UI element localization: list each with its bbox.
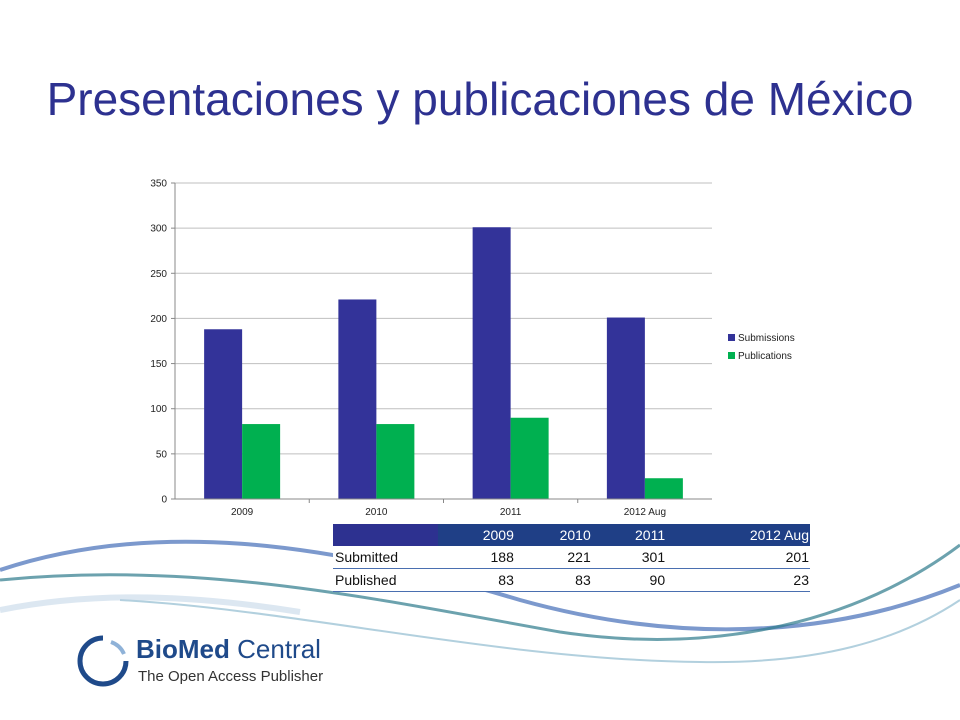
bar-publications-2009: [242, 424, 281, 499]
data-table: 2009 2010 2011 2012 Aug Submitted 188 22…: [333, 524, 810, 592]
legend-label-publications: Publications: [738, 351, 792, 362]
x-tick-label: 2012 Aug: [624, 507, 666, 518]
y-tick-label: 250: [150, 269, 167, 280]
table-cell: 83: [514, 568, 592, 592]
table-row-label: Published: [333, 568, 438, 592]
bar-publications-2010: [376, 424, 415, 499]
table-cell: 301: [591, 546, 667, 569]
table-header-cell: 2012 Aug: [666, 524, 810, 546]
y-tick-label: 100: [150, 404, 167, 415]
chart-bars: [204, 227, 683, 500]
table-row: Published 83 83 90 23: [333, 568, 810, 592]
legend-swatch-publications: [728, 352, 735, 359]
table-header-row: 2009 2010 2011 2012 Aug: [333, 524, 810, 546]
biomed-central-logo: BioMed Central The Open Access Publisher: [76, 632, 346, 692]
table-cell: 83: [438, 568, 515, 592]
table-cell: 188: [438, 546, 515, 569]
table-header-cell: 2010: [514, 524, 592, 546]
logo-ring-icon: [77, 635, 129, 687]
bar-publications-2012-aug: [644, 478, 683, 499]
chart-legend: Submissions Publications: [728, 333, 795, 362]
x-tick-label: 2009: [231, 507, 254, 518]
table-cell: 201: [666, 546, 810, 569]
y-tick-label: 150: [150, 359, 167, 370]
logo-tagline: The Open Access Publisher: [138, 668, 324, 685]
bar-submissions-2009: [204, 329, 243, 499]
logo-brand-bio: Bio: [136, 634, 178, 664]
table-header-cell: 2011: [591, 524, 667, 546]
chart-axes: [171, 182, 712, 503]
logo-brand-text: BioMed Central: [136, 634, 321, 665]
logo-brand-central: Central: [237, 634, 321, 664]
chart-tick-labels: 0 50 100 150 200 250 300 350 2009 2010 2011 2012 Au…: [150, 179, 666, 519]
logo-brand-med: Med: [177, 634, 230, 664]
legend-label-submissions: Submissions: [738, 333, 795, 344]
table-row-label: Submitted: [333, 546, 438, 569]
table-cell: 221: [514, 546, 592, 569]
y-tick-label: 300: [150, 224, 167, 235]
table-corner-cell: [333, 524, 438, 546]
slide-title: Presentaciones y publicaciones de México: [46, 73, 914, 125]
table-header-cell: 2009: [438, 524, 515, 546]
table-cell: 90: [591, 568, 667, 592]
table-row: Submitted 188 221 301 201: [333, 546, 810, 569]
bar-submissions-2011: [472, 227, 511, 500]
y-tick-label: 0: [161, 495, 167, 506]
bar-submissions-2012-aug: [606, 317, 645, 499]
table-cell: 23: [666, 568, 810, 592]
y-tick-label: 50: [156, 449, 168, 460]
y-tick-label: 200: [150, 314, 167, 325]
x-tick-label: 2010: [365, 507, 388, 518]
y-tick-label: 350: [150, 179, 167, 190]
legend-swatch-submissions: [728, 334, 735, 341]
x-tick-label: 2011: [500, 507, 522, 518]
bar-publications-2011: [510, 417, 549, 499]
bar-submissions-2010: [338, 299, 377, 499]
